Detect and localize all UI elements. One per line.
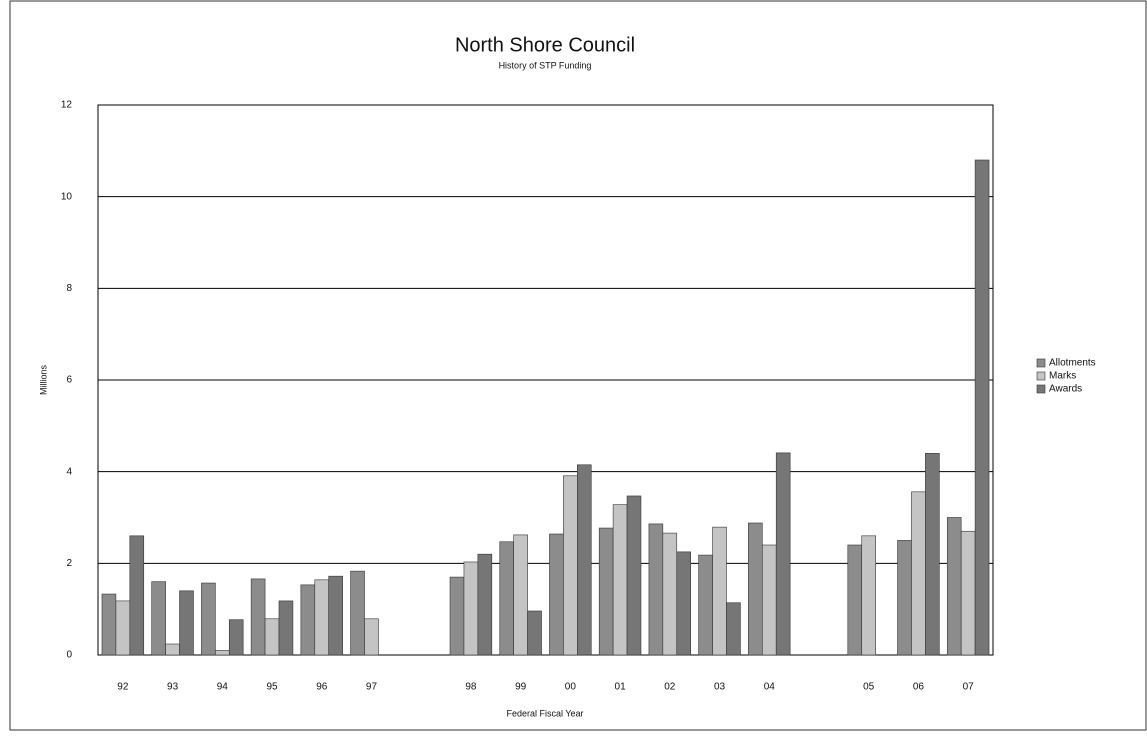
bar — [676, 551, 691, 656]
bar — [328, 575, 343, 656]
bar — [847, 544, 863, 656]
x-tick-label: 01 — [615, 682, 627, 693]
y-tick-label: 2 — [66, 558, 72, 569]
bar — [925, 453, 940, 656]
bar — [761, 544, 777, 656]
x-tick-label: 98 — [465, 682, 477, 693]
bar — [165, 643, 180, 656]
bar — [101, 593, 117, 656]
y-tick-label: 10 — [61, 191, 73, 202]
bar — [577, 464, 592, 656]
bar — [726, 602, 741, 656]
y-tick-label: 0 — [66, 650, 72, 661]
x-tick-label: 96 — [316, 682, 328, 693]
bar — [626, 495, 642, 656]
bar — [250, 578, 266, 656]
bar — [698, 554, 713, 656]
bar — [264, 618, 280, 656]
x-tick-label: 03 — [714, 682, 726, 693]
x-tick-label: 92 — [117, 682, 129, 693]
bar — [662, 532, 678, 656]
legend-label: Allotments — [1049, 358, 1096, 369]
bar — [115, 600, 131, 656]
bar — [527, 610, 542, 656]
x-tick-label: 02 — [664, 682, 676, 693]
bar — [350, 570, 365, 656]
x-tick-label: 04 — [764, 682, 776, 693]
bar — [775, 452, 791, 656]
bar — [228, 619, 244, 656]
x-tick-label: 00 — [565, 682, 577, 693]
bar — [712, 526, 727, 656]
bar — [513, 534, 528, 656]
legend-swatch — [1036, 358, 1046, 368]
bar — [463, 561, 479, 656]
y-tick-label: 4 — [66, 466, 72, 477]
bar — [151, 581, 166, 656]
legend-label: Awards — [1049, 384, 1082, 395]
legend-swatch — [1036, 384, 1046, 394]
plot-frame — [97, 104, 994, 656]
legend-label: Marks — [1049, 371, 1076, 382]
bar — [861, 535, 876, 656]
bar — [549, 533, 564, 656]
bar — [748, 522, 763, 656]
bar — [201, 582, 216, 656]
bar — [897, 540, 912, 656]
bar — [364, 618, 379, 656]
y-tick-label: 8 — [66, 283, 72, 294]
bar — [946, 517, 962, 656]
bar — [960, 530, 976, 656]
x-tick-label: 95 — [266, 682, 278, 693]
frame — [9, 0, 1147, 731]
x-tick-label: 94 — [217, 682, 229, 693]
bar — [974, 159, 990, 656]
x-tick-label: 07 — [963, 682, 975, 693]
x-tick-label: 97 — [366, 682, 378, 693]
bar — [477, 553, 493, 656]
x-tick-label: 05 — [863, 682, 875, 693]
bar — [911, 491, 926, 656]
y-tick-label: 12 — [61, 100, 73, 111]
x-axis-label: Federal Fiscal Year — [506, 708, 583, 718]
bar — [300, 584, 316, 656]
y-tick-label: 6 — [66, 375, 72, 386]
bar — [314, 579, 330, 656]
bar — [563, 475, 578, 656]
bar — [612, 504, 628, 656]
legend-swatch — [1036, 371, 1046, 381]
bar — [648, 523, 664, 656]
x-tick-label: 06 — [913, 682, 925, 693]
y-axis-label: Millions — [38, 365, 48, 396]
bar — [598, 527, 614, 656]
bar — [449, 576, 465, 656]
x-tick-label: 93 — [167, 682, 179, 693]
bar — [499, 541, 514, 656]
bar — [278, 600, 294, 656]
chart-subtitle: History of STP Funding — [499, 60, 592, 70]
bar — [215, 650, 230, 656]
chart-title: North Shore Council — [455, 34, 635, 56]
bar — [129, 535, 145, 656]
bar — [179, 590, 194, 656]
x-tick-label: 99 — [515, 682, 527, 693]
